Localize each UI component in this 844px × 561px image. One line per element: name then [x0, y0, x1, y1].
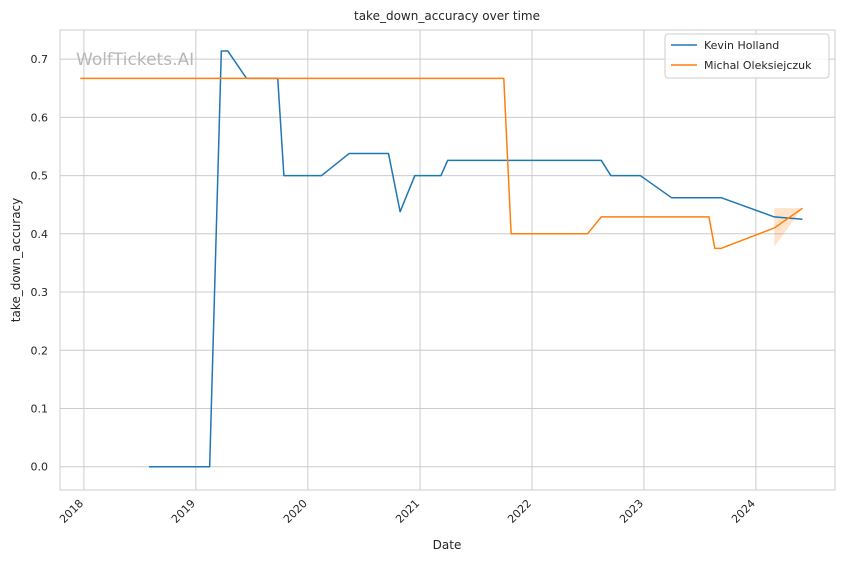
y-tick-label: 0.2	[31, 344, 49, 357]
x-tick-label: 2021	[393, 497, 422, 526]
x-tick-labels: 2018 2019 2020 2021 2022 2023 2024	[57, 497, 758, 526]
x-tick-label: 2019	[169, 497, 198, 526]
grid	[60, 30, 835, 490]
legend-box	[664, 33, 830, 79]
series-line	[80, 77, 803, 250]
legend: Kevin Holland Michal Oleksiejczuk	[664, 33, 830, 79]
y-axis-label: take_down_accuracy	[9, 198, 23, 322]
x-tick-label: 2022	[505, 497, 534, 526]
y-tick-label: 0.3	[31, 286, 49, 299]
series-line	[148, 50, 803, 468]
watermark-layer: WolfTickets.AI	[76, 50, 194, 70]
x-axis-label: Date	[433, 538, 462, 552]
x-tick-label: 2020	[281, 497, 310, 526]
y-tick-label: 0.7	[31, 53, 49, 66]
y-tick-label: 0.0	[31, 461, 49, 474]
x-tick-label: 2024	[729, 497, 758, 526]
series-lines	[80, 50, 803, 468]
x-tick-label: 2023	[617, 497, 646, 526]
watermark: WolfTickets.AI	[76, 50, 194, 70]
legend-label-kevin-holland: Kevin Holland	[704, 39, 779, 52]
y-tick-labels: 0.0 0.1 0.2 0.3 0.4 0.5 0.6 0.7	[31, 53, 49, 474]
x-tick-label: 2018	[57, 497, 86, 526]
chart-title: take_down_accuracy over time	[354, 9, 540, 23]
y-tick-label: 0.5	[31, 170, 49, 183]
legend-label-michal-oleksiejczuk: Michal Oleksiejczuk	[704, 59, 812, 72]
y-tick-label: 0.6	[31, 111, 49, 124]
plot-area	[59, 29, 836, 491]
y-tick-label: 0.1	[31, 402, 49, 415]
y-tick-label: 0.4	[31, 228, 49, 241]
